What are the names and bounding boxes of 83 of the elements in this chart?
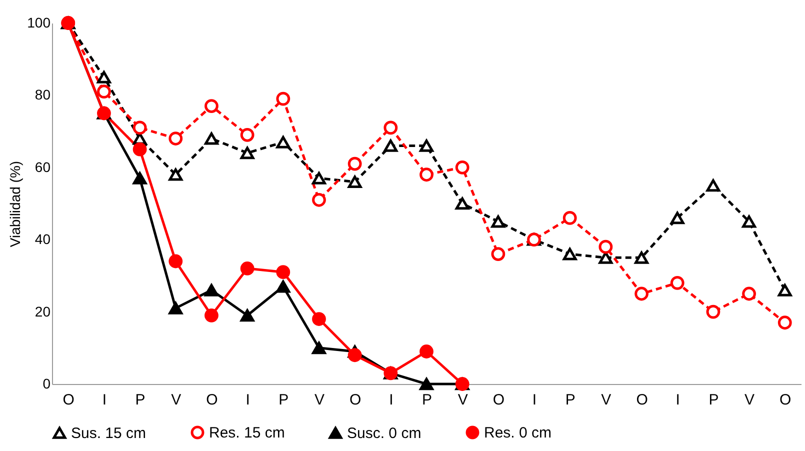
- x-tick-label: I: [676, 392, 680, 408]
- point: [491, 215, 506, 228]
- y-tick-label: 0: [42, 376, 51, 392]
- point: [132, 142, 147, 156]
- point: [670, 212, 684, 224]
- x-tick-label: P: [135, 392, 146, 408]
- point: [97, 84, 111, 99]
- point: [634, 251, 648, 264]
- point: [706, 304, 720, 319]
- point: [562, 248, 577, 260]
- point: [420, 168, 434, 182]
- x-tick-label: O: [636, 392, 648, 408]
- point: [562, 211, 577, 225]
- point: [276, 280, 290, 293]
- y-tick-label: 100: [27, 14, 51, 30]
- point: [168, 168, 183, 181]
- point: [670, 276, 684, 290]
- point: [204, 99, 218, 113]
- point: [276, 92, 290, 106]
- point: [132, 120, 147, 135]
- x-tick-label: P: [708, 392, 719, 408]
- y-tick-label: 60: [34, 158, 51, 175]
- legend-label: Sus. 15 cm: [71, 424, 146, 442]
- y-axis-title: Viabilidad (%): [7, 160, 24, 248]
- point: [204, 284, 218, 296]
- point: [168, 132, 183, 146]
- point: [491, 247, 506, 261]
- point: [348, 156, 362, 171]
- x-tick-label: P: [422, 392, 432, 408]
- point: [348, 348, 362, 362]
- x-tick-label: I: [246, 392, 250, 408]
- point: [778, 284, 792, 296]
- point: [455, 197, 470, 210]
- point: [312, 192, 326, 207]
- point: [168, 302, 183, 314]
- point: [455, 160, 470, 174]
- point: [276, 265, 290, 280]
- y-tick-label: 80: [34, 86, 51, 103]
- x-tick-label: O: [206, 392, 218, 408]
- point: [420, 378, 434, 390]
- legend-label: Res. 15 cm: [209, 424, 285, 442]
- x-tick-label: O: [780, 392, 792, 408]
- point: [168, 254, 183, 268]
- x-tick-label: O: [349, 392, 362, 408]
- x-tick-label: I: [102, 392, 107, 408]
- point: [634, 286, 648, 301]
- point: [420, 140, 434, 152]
- point: [240, 262, 254, 276]
- y-tick-label: 40: [34, 231, 51, 248]
- x-tick-label: V: [314, 392, 324, 408]
- point: [706, 179, 720, 192]
- point: [312, 172, 326, 184]
- x-tick-label: P: [278, 392, 289, 408]
- x-tick-label: V: [601, 392, 612, 408]
- point: [598, 240, 613, 254]
- point: [742, 215, 756, 228]
- point: [312, 312, 326, 326]
- point: [276, 136, 290, 148]
- point: [240, 146, 254, 160]
- point: [384, 140, 398, 152]
- point: [742, 286, 756, 301]
- x-tick-label: I: [389, 392, 394, 408]
- x-tick-label: O: [62, 392, 74, 408]
- legend-label: Res. 0 cm: [484, 424, 552, 442]
- point: [204, 308, 218, 322]
- point: [348, 176, 362, 188]
- point: [204, 132, 218, 145]
- legend-label: Susc. 0 cm: [347, 424, 422, 442]
- x-tick-label: I: [532, 392, 537, 408]
- point: [384, 120, 398, 135]
- point: [240, 128, 254, 142]
- point: [778, 316, 792, 330]
- x-tick-label: V: [458, 392, 468, 408]
- point: [240, 309, 254, 322]
- x-tick-label: P: [565, 392, 576, 408]
- x-tick-label: V: [171, 392, 182, 408]
- point: [132, 172, 147, 184]
- point: [420, 344, 434, 358]
- y-tick-label: 20: [34, 303, 51, 320]
- point: [312, 342, 326, 354]
- point: [97, 70, 111, 84]
- x-tick-label: V: [744, 392, 755, 408]
- x-tick-label: O: [492, 392, 505, 408]
